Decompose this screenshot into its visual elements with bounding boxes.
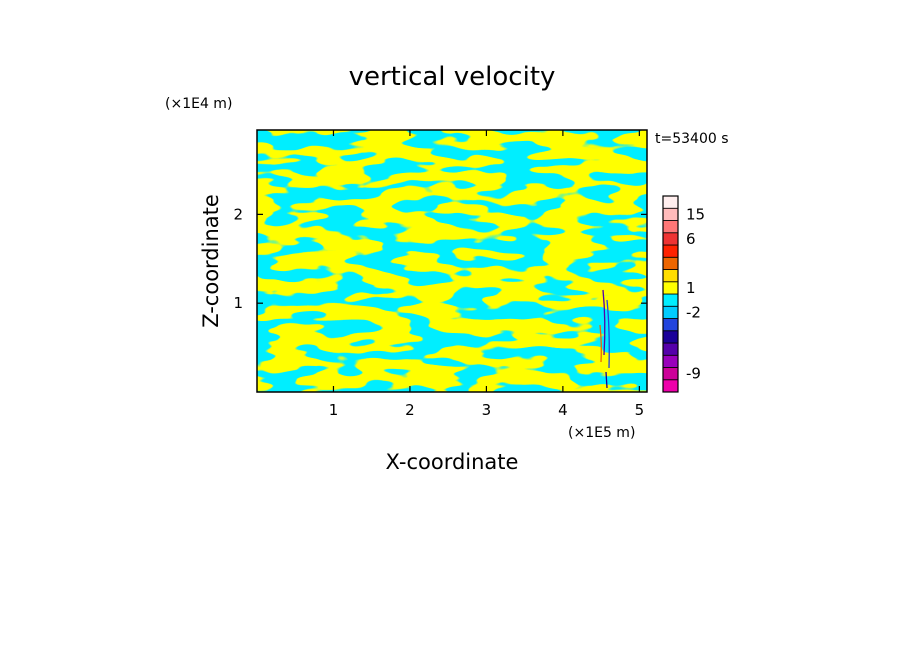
colorbar-swatch	[662, 293, 679, 307]
y-axis: 12	[233, 205, 647, 312]
colorbar-swatch	[662, 367, 679, 381]
x-axis: 1 2 3 4 5	[329, 130, 644, 419]
colorbar-swatch	[662, 195, 679, 209]
colorbar-swatch	[662, 232, 679, 246]
x-tick-label: 1	[329, 401, 339, 419]
colorbar-frame	[662, 195, 679, 393]
x-tick-label: 4	[558, 401, 568, 419]
colorbar-swatch	[662, 330, 679, 344]
x-tick-label: 2	[405, 401, 415, 419]
colorbar-swatch	[662, 305, 679, 319]
x-axis-label: X-coordinate	[386, 450, 519, 474]
colorbar-swatch	[662, 244, 679, 258]
velocity-field	[257, 130, 647, 392]
colorbar: 15 6 1 -2 -9	[662, 195, 705, 393]
colorbar-swatch	[662, 379, 679, 393]
field-positive-region	[257, 130, 647, 392]
y-tick-label: 1	[233, 294, 243, 312]
y-tick-label: 2	[233, 205, 243, 223]
colorbar-tick-label: 6	[686, 230, 696, 248]
colorbar-swatch	[662, 354, 679, 368]
colorbar-tick-label: 1	[686, 279, 696, 297]
colorbar-swatch	[662, 256, 679, 270]
x-tick-label: 3	[482, 401, 492, 419]
y-unit-label: (×1E4 m)	[165, 96, 232, 112]
field-strong-streaks	[599, 289, 610, 389]
plot-frame	[256, 129, 648, 393]
colorbar-tick-label: 15	[686, 205, 705, 223]
colorbar-swatch	[662, 269, 679, 283]
y-axis-label: Z-coordinate	[199, 194, 223, 328]
x-tick-label: 5	[635, 401, 645, 419]
colorbar-tick-label: -2	[686, 303, 701, 321]
colorbar-tick-label: -9	[686, 365, 701, 383]
colorbar-swatch	[662, 220, 679, 234]
chart-title: vertical velocity	[349, 62, 556, 92]
colorbar-swatch	[662, 342, 679, 356]
time-label: t=53400 s	[655, 131, 729, 147]
colorbar-swatch	[662, 318, 679, 332]
x-unit-label: (×1E5 m)	[568, 425, 635, 441]
colorbar-swatch	[662, 207, 679, 221]
colorbar-swatch	[662, 281, 679, 295]
